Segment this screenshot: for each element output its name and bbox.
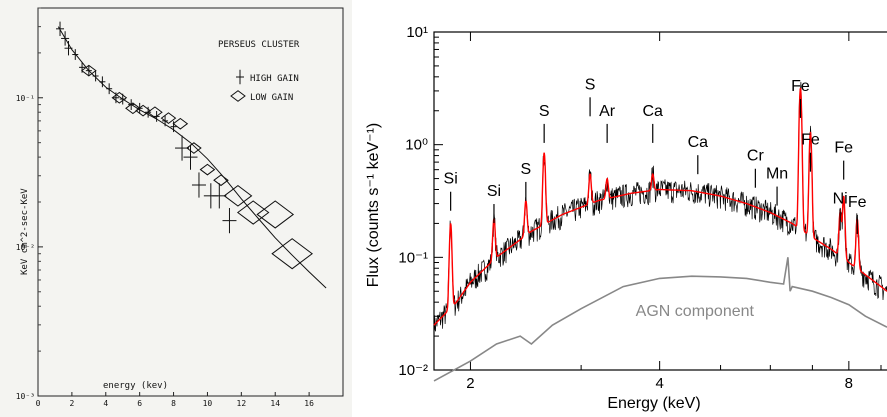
x-tick-label: 12 bbox=[237, 399, 247, 408]
x-tick-label: 8 bbox=[171, 399, 176, 408]
emission-line-label: Si bbox=[487, 183, 501, 200]
emission-line-label: Mn bbox=[766, 166, 788, 183]
emission-line-label: Fe bbox=[801, 132, 820, 149]
emission-line-label: Ni bbox=[833, 191, 848, 208]
low-gain-point bbox=[147, 106, 163, 119]
low-gain-point bbox=[111, 91, 128, 104]
x-tick-label: 4 bbox=[655, 375, 663, 392]
low-gain-point bbox=[80, 64, 97, 77]
plot-frame bbox=[433, 31, 887, 371]
low-gain-point bbox=[213, 174, 229, 187]
y-tick-label: 10⁻¹ bbox=[398, 249, 428, 266]
emission-line-label: Fe bbox=[791, 78, 810, 95]
perseus-chart-panel: 0 2 4 6 8 10 12 14 16 10⁻¹ 10⁻² 10⁻³ PERSEUS CLUSTER… bbox=[0, 0, 352, 417]
y-tick-label: 10⁻² bbox=[16, 243, 35, 252]
agn-component-curve bbox=[433, 257, 887, 382]
low-gain-point bbox=[271, 238, 314, 270]
y-tick-label: 10⁰ bbox=[405, 137, 428, 154]
x-axis-label: Energy (keV) bbox=[607, 395, 700, 412]
emission-line-label: Ar bbox=[599, 103, 616, 120]
x-axis-label: energy (kev) bbox=[103, 381, 168, 391]
y-axis-label: Flux (counts s⁻¹ keV⁻¹) bbox=[365, 123, 382, 287]
emission-line-label: S bbox=[521, 161, 532, 178]
x-tick-label: 2 bbox=[69, 399, 74, 408]
y-tick-label: 10¹ bbox=[406, 24, 428, 41]
perseus-spectrum-chart: 0 2 4 6 8 10 12 14 16 10⁻¹ 10⁻² 10⁻³ PERSEUS CLUSTER… bbox=[16, 7, 344, 408]
x-tick-label: 8 bbox=[845, 375, 853, 392]
x-tick-label: 2 bbox=[466, 375, 474, 392]
x-tick-label: 6 bbox=[137, 399, 142, 408]
low-gain-point bbox=[256, 200, 295, 229]
x-tick-label: 16 bbox=[304, 399, 314, 408]
legend-high-gain-label: HIGH GAIN bbox=[250, 74, 299, 84]
low-gain-point bbox=[160, 112, 177, 125]
y-tick-label: 10⁻³ bbox=[16, 392, 35, 401]
spectral-model-fit bbox=[433, 87, 887, 326]
flux-chart-panel: 10⁻² 10⁻¹ 10⁰ 10¹ 2 4 8 Energy (keV) Flux (count… bbox=[352, 0, 887, 417]
emission-line-label: Ca bbox=[643, 103, 664, 120]
low-gain-point bbox=[172, 117, 189, 130]
y-axis-label: KeV cm^2-sec-KeV bbox=[20, 188, 30, 275]
x-tick-label: 10 bbox=[203, 399, 213, 408]
emission-line-label: S bbox=[539, 103, 550, 120]
plot-frame bbox=[37, 7, 344, 397]
observed-spectrum-data bbox=[433, 81, 887, 340]
low-gain-point bbox=[223, 185, 253, 207]
emission-line-label: Fe bbox=[834, 140, 853, 157]
legend-low-gain-label: LOW GAIN bbox=[250, 93, 293, 103]
emission-line-label: Fe bbox=[848, 194, 867, 211]
low-gain-point bbox=[199, 163, 216, 176]
emission-line-label: S bbox=[585, 76, 596, 93]
y-tick-label: 10⁻¹ bbox=[16, 94, 35, 103]
emission-line-label: Cr bbox=[747, 148, 765, 165]
flux-spectrum-chart: 10⁻² 10⁻¹ 10⁰ 10¹ 2 4 8 Energy (keV) Flux (count… bbox=[365, 24, 887, 412]
low-gain-point bbox=[186, 142, 202, 154]
y-tick-label: 10⁻² bbox=[398, 362, 428, 379]
emission-line-label: Si bbox=[444, 171, 458, 188]
agn-component-label: AGN component bbox=[636, 303, 755, 320]
legend-low-gain-marker bbox=[230, 90, 246, 102]
emission-line-label: Ca bbox=[688, 134, 709, 151]
x-tick-label: 4 bbox=[103, 399, 108, 408]
x-tick-label: 14 bbox=[270, 399, 280, 408]
low-gain-point bbox=[236, 200, 270, 225]
chart-title: PERSEUS CLUSTER bbox=[218, 40, 300, 50]
x-tick-label: 0 bbox=[36, 399, 41, 408]
